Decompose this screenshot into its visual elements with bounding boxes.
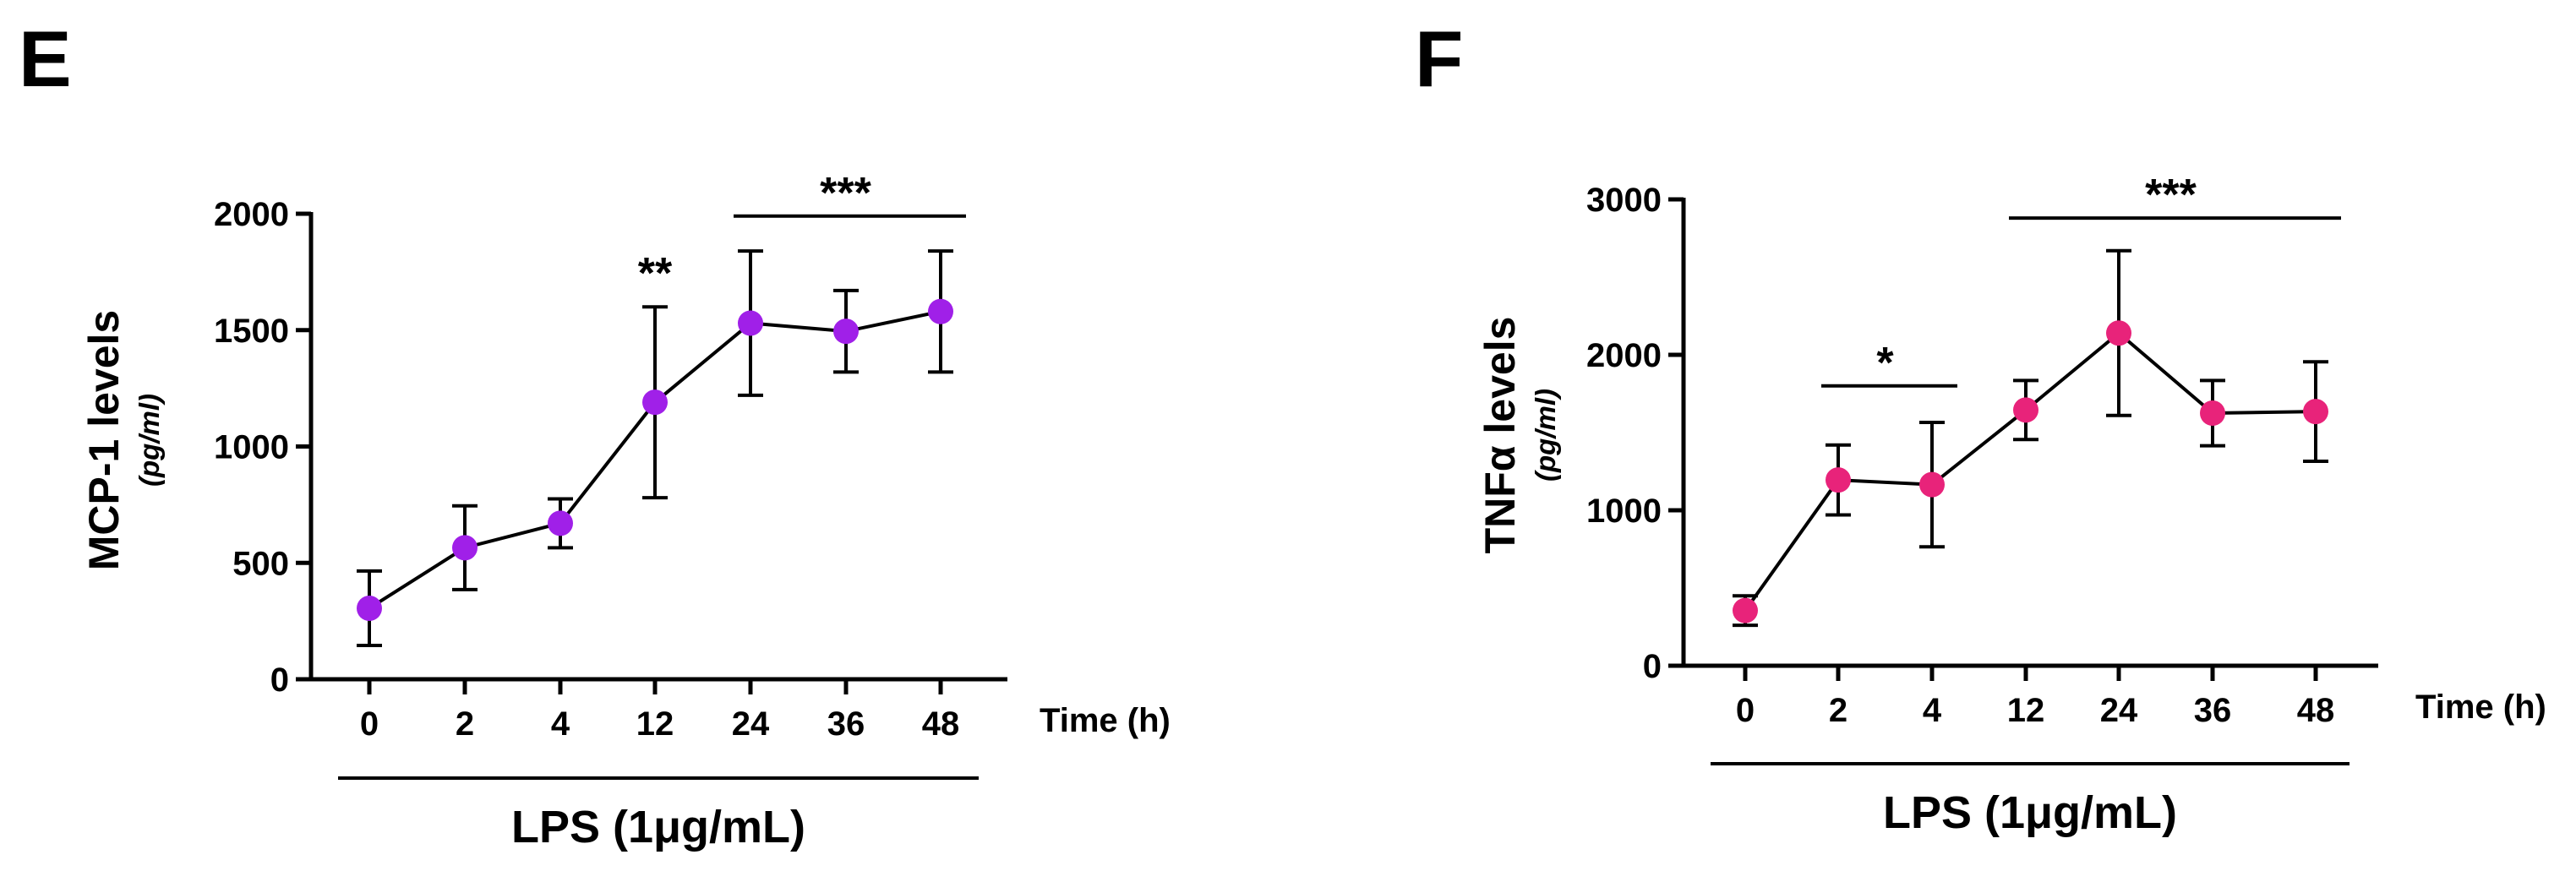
x-tick-label: 2 xyxy=(1829,692,1847,729)
y-axis-title: MCP-1 levels xyxy=(80,310,128,570)
x-tick-label: 4 xyxy=(551,705,570,743)
y-tick-label: 1000 xyxy=(214,429,289,466)
y-tick-label: 500 xyxy=(232,545,289,582)
x-axis-title: Time (h) xyxy=(1040,702,1171,739)
x-tick-label: 0 xyxy=(360,705,379,743)
panel-letter: F xyxy=(1415,14,1463,103)
data-point xyxy=(2200,400,2225,426)
significance-marker: *** xyxy=(820,169,871,218)
y-tick-label: 0 xyxy=(270,662,289,699)
x-tick-label: 12 xyxy=(2007,692,2045,729)
data-point xyxy=(357,595,382,621)
data-point xyxy=(548,510,573,536)
x-tick-label: 24 xyxy=(732,705,770,743)
data-point xyxy=(2303,399,2328,425)
data-point xyxy=(452,535,478,561)
data-point xyxy=(833,318,859,345)
panel-letter: E xyxy=(19,14,72,103)
y-axis-unit: (pg/ml) xyxy=(1530,389,1561,482)
lps-group-label: LPS (1μg/mL) xyxy=(1883,787,2177,838)
significance-marker: * xyxy=(1876,339,1894,388)
y-tick-label: 2000 xyxy=(214,196,289,233)
significance-marker: ** xyxy=(638,249,673,298)
data-point xyxy=(1919,471,1945,498)
x-tick-label: 24 xyxy=(2100,692,2138,729)
x-tick-label: 12 xyxy=(636,705,674,743)
y-axis-unit: (pg/ml) xyxy=(134,394,165,487)
data-point xyxy=(738,310,763,336)
data-point xyxy=(2013,397,2038,423)
data-point xyxy=(642,389,668,416)
lps-group-label: LPS (1μg/mL) xyxy=(511,802,805,852)
x-tick-label: 36 xyxy=(827,705,865,743)
x-tick-label: 48 xyxy=(922,705,960,743)
data-point xyxy=(1826,467,1851,493)
data-point xyxy=(928,298,953,324)
x-axis-title: Time (h) xyxy=(2415,689,2546,726)
y-tick-label: 1500 xyxy=(214,313,289,350)
x-tick-label: 48 xyxy=(2297,692,2335,729)
y-tick-label: 0 xyxy=(1643,648,1662,685)
data-point xyxy=(1733,597,1758,623)
y-tick-label: 3000 xyxy=(1586,182,1662,219)
y-tick-label: 1000 xyxy=(1586,493,1662,530)
y-tick-label: 2000 xyxy=(1586,337,1662,374)
x-tick-label: 36 xyxy=(2194,692,2232,729)
x-tick-label: 4 xyxy=(1923,692,1942,729)
significance-marker: *** xyxy=(2145,171,2197,220)
x-tick-label: 0 xyxy=(1736,692,1755,729)
y-axis-title: TNFα levels xyxy=(1476,317,1524,554)
data-point xyxy=(2106,320,2131,346)
x-tick-label: 2 xyxy=(456,705,474,743)
